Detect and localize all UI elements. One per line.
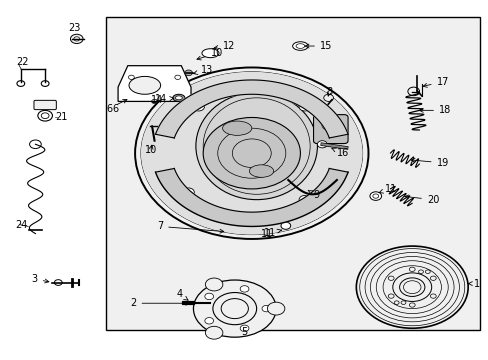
Text: 3: 3 xyxy=(32,274,49,284)
Circle shape xyxy=(184,70,192,76)
Text: 1: 1 xyxy=(468,279,479,289)
Circle shape xyxy=(240,286,248,292)
Circle shape xyxy=(182,188,194,197)
Ellipse shape xyxy=(193,280,276,337)
Text: 9: 9 xyxy=(307,190,319,200)
Text: 21: 21 xyxy=(55,112,67,122)
Text: 6: 6 xyxy=(112,104,118,114)
Circle shape xyxy=(299,195,310,204)
Ellipse shape xyxy=(202,49,219,58)
Text: 24: 24 xyxy=(15,220,27,230)
FancyBboxPatch shape xyxy=(313,114,347,144)
Circle shape xyxy=(323,94,333,102)
Text: 13: 13 xyxy=(193,65,213,75)
Text: 4: 4 xyxy=(176,289,187,300)
Circle shape xyxy=(369,192,381,201)
Text: 11: 11 xyxy=(260,229,272,239)
Text: 12: 12 xyxy=(214,41,235,51)
Circle shape xyxy=(317,141,326,148)
Circle shape xyxy=(240,325,248,332)
Circle shape xyxy=(70,34,83,44)
Text: 20: 20 xyxy=(404,195,438,204)
Circle shape xyxy=(203,117,300,189)
Text: 11: 11 xyxy=(264,228,281,238)
Text: 10: 10 xyxy=(144,145,157,155)
Circle shape xyxy=(281,222,290,229)
Circle shape xyxy=(321,118,339,131)
Ellipse shape xyxy=(175,96,182,100)
Circle shape xyxy=(204,318,213,324)
Text: 22: 22 xyxy=(16,57,28,67)
Text: 5: 5 xyxy=(241,327,247,337)
Text: 17: 17 xyxy=(422,77,448,87)
Text: 14: 14 xyxy=(151,95,163,105)
Circle shape xyxy=(267,302,285,315)
Text: 23: 23 xyxy=(68,23,81,33)
Ellipse shape xyxy=(292,42,307,50)
Circle shape xyxy=(192,102,204,111)
Polygon shape xyxy=(118,66,191,102)
Ellipse shape xyxy=(196,93,317,200)
FancyBboxPatch shape xyxy=(34,100,56,110)
Ellipse shape xyxy=(129,76,160,94)
Circle shape xyxy=(205,278,223,291)
Circle shape xyxy=(141,72,362,235)
Circle shape xyxy=(204,293,213,300)
Text: 15: 15 xyxy=(305,41,331,51)
Text: 19: 19 xyxy=(410,158,448,168)
Polygon shape xyxy=(155,80,347,138)
Text: 16: 16 xyxy=(331,148,348,158)
Ellipse shape xyxy=(249,165,273,177)
Circle shape xyxy=(299,102,310,111)
Text: 14: 14 xyxy=(155,94,173,104)
Text: 8: 8 xyxy=(325,87,332,98)
Ellipse shape xyxy=(172,94,184,102)
Circle shape xyxy=(262,305,270,312)
Ellipse shape xyxy=(222,121,251,135)
Bar xyxy=(106,18,479,330)
Text: 6: 6 xyxy=(106,99,127,113)
Text: 10: 10 xyxy=(197,48,222,60)
Polygon shape xyxy=(155,168,347,226)
Text: 7: 7 xyxy=(157,221,224,233)
Text: 2: 2 xyxy=(130,298,189,308)
Circle shape xyxy=(212,293,256,325)
Circle shape xyxy=(205,326,223,339)
Text: 18: 18 xyxy=(419,105,450,115)
Text: 11: 11 xyxy=(378,184,396,194)
